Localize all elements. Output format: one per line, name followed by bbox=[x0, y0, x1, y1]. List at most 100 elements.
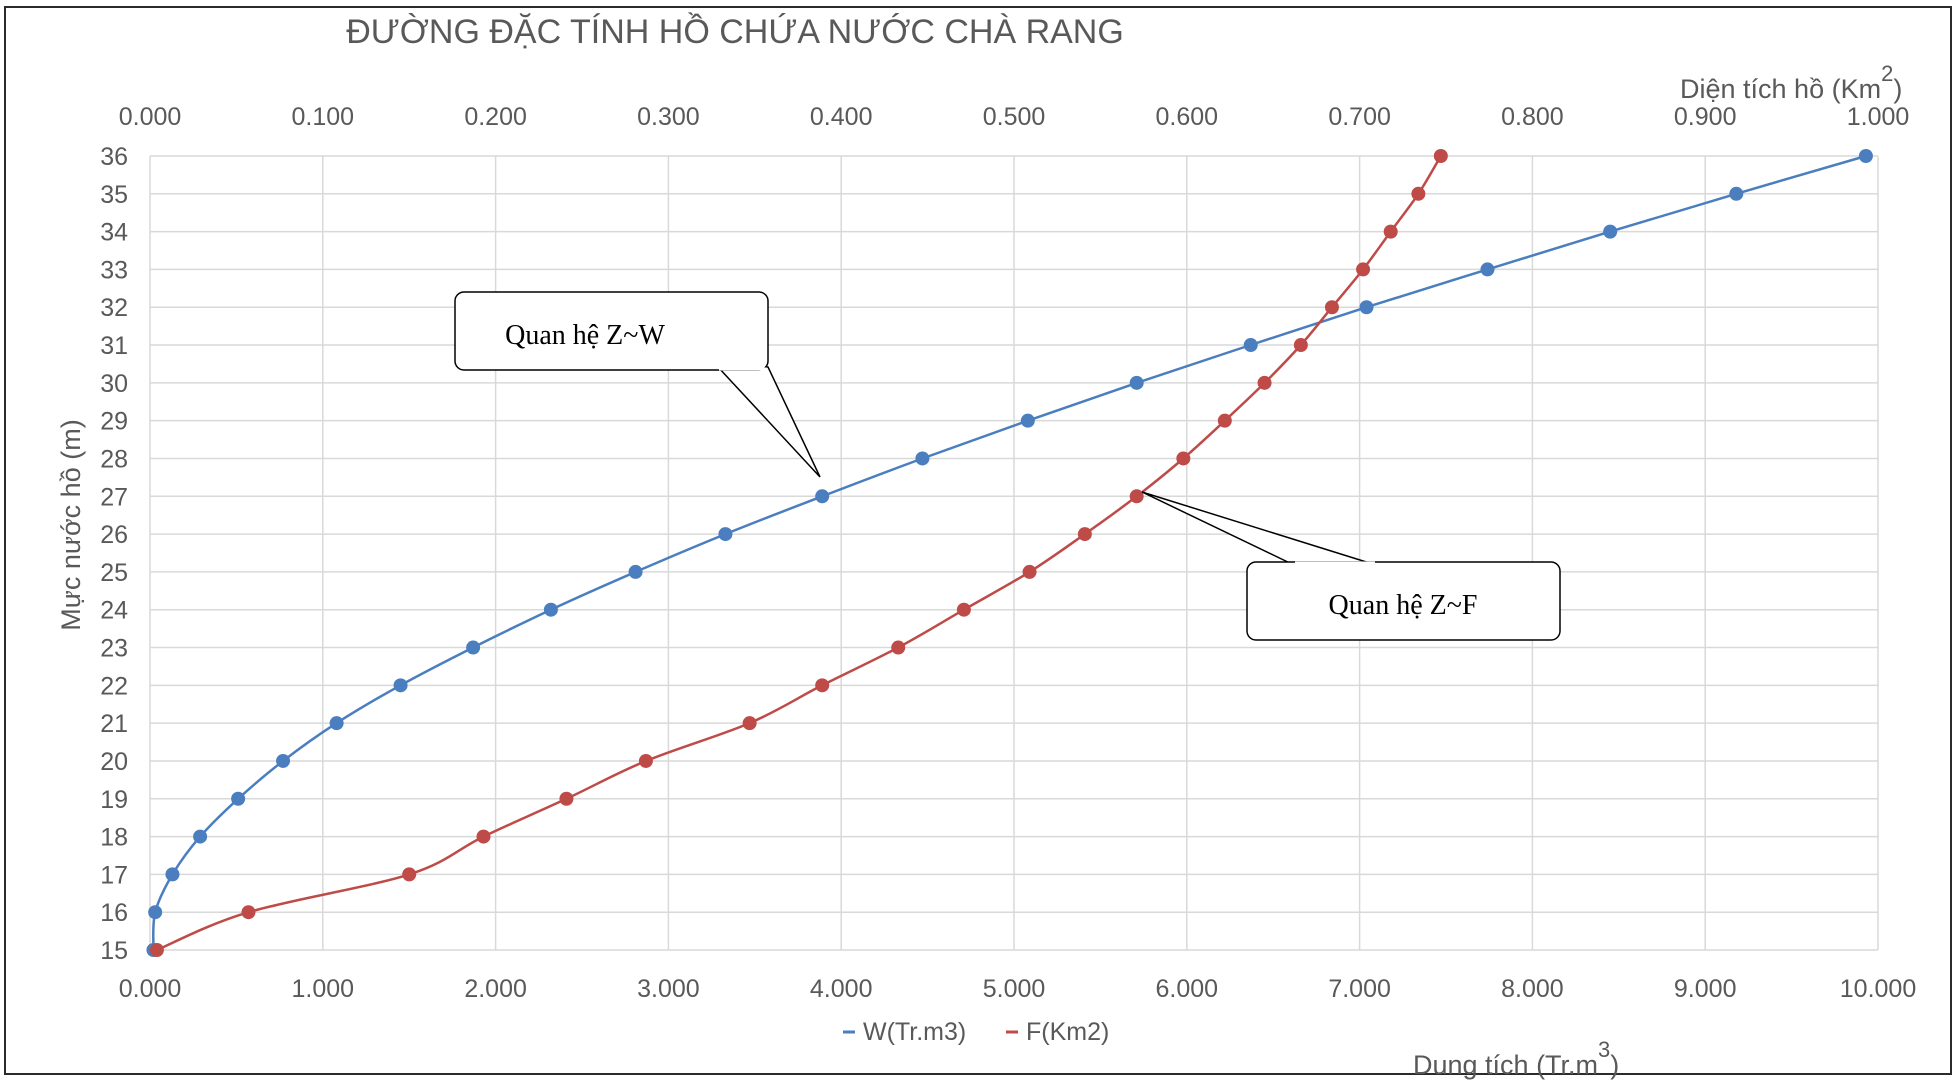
callout-z-f-box bbox=[1246, 561, 1561, 641]
series-f-point bbox=[241, 905, 256, 920]
y-tick-label: 27 bbox=[100, 483, 128, 511]
top-x-axis-title-sup: 2 bbox=[1881, 61, 1893, 86]
y-tick-label: 34 bbox=[100, 219, 128, 247]
callout-z-w-label: Quan hệ Z~W bbox=[505, 320, 665, 351]
series-w-point bbox=[329, 716, 344, 731]
series-w-point bbox=[393, 678, 408, 693]
callout-z-w: Quan hệ Z~W bbox=[454, 291, 821, 478]
top-x-axis-title-text: Diện tích hồ (Km bbox=[1680, 74, 1881, 104]
series-w-point bbox=[276, 753, 291, 768]
y-tick-label: 24 bbox=[100, 597, 128, 625]
bottom-x-tick-label: 8.000 bbox=[1501, 975, 1564, 1003]
series-f-point bbox=[559, 791, 574, 806]
series-f-point bbox=[956, 602, 971, 617]
y-tick-label: 36 bbox=[100, 143, 128, 171]
series-w-point bbox=[1129, 375, 1144, 390]
series-f-point bbox=[891, 640, 906, 655]
bottom-x-axis-title-sup: 3 bbox=[1598, 1037, 1610, 1062]
y-tick-label: 23 bbox=[100, 635, 128, 663]
series-f-point bbox=[1217, 413, 1232, 428]
series-f-line bbox=[156, 155, 1442, 952]
series-w-point bbox=[1729, 186, 1744, 201]
top-x-axis-ticks: 0.000 0.100 0.200 0.300 0.400 0.500 0.600 0.700… bbox=[119, 103, 1910, 131]
series-f-point bbox=[1356, 262, 1371, 277]
series-f-point bbox=[149, 943, 164, 957]
series-f-point bbox=[1022, 564, 1037, 579]
series-f-point bbox=[1176, 451, 1191, 466]
top-x-axis-title-close: ) bbox=[1893, 74, 1902, 104]
series-w-point bbox=[628, 564, 643, 579]
series-w-point bbox=[1480, 262, 1495, 277]
legend-f-label: F(Km2) bbox=[1026, 1018, 1109, 1046]
y-tick-label: 21 bbox=[100, 710, 128, 738]
y-tick-label: 30 bbox=[100, 370, 128, 398]
series-w-point bbox=[193, 829, 208, 844]
top-x-tick-label: 0.800 bbox=[1501, 103, 1564, 131]
bottom-x-axis-title-close: ) bbox=[1610, 1050, 1619, 1080]
series-f-point bbox=[1411, 186, 1426, 201]
series-w-point bbox=[148, 905, 163, 920]
series-f-point bbox=[476, 829, 491, 844]
bottom-x-tick-label: 6.000 bbox=[1156, 975, 1219, 1003]
bottom-x-tick-label: 5.000 bbox=[983, 975, 1046, 1003]
series-w-point bbox=[466, 640, 481, 655]
bottom-x-tick-label: 0.000 bbox=[119, 975, 182, 1003]
series-f-point bbox=[1383, 224, 1398, 239]
series-w-point bbox=[231, 791, 246, 806]
callout-z-f: Quan hệ Z~F bbox=[1141, 491, 1561, 641]
series-w-point bbox=[165, 867, 180, 882]
bottom-x-axis-ticks: 0.000 1.000 2.000 3.000 4.000 5.000 6.000 7.000… bbox=[119, 975, 1917, 1003]
top-x-tick-label: 0.600 bbox=[1156, 103, 1219, 131]
y-tick-label: 33 bbox=[100, 256, 128, 284]
legend: W(Tr.m3) F(Km2) bbox=[843, 1018, 1109, 1046]
series-w-point bbox=[1243, 338, 1258, 353]
top-x-axis-title: Diện tích hồ (Km2) bbox=[1680, 61, 1902, 104]
series-w-point bbox=[1359, 300, 1374, 315]
top-x-tick-label: 0.100 bbox=[292, 103, 355, 131]
bottom-x-tick-label: 1.000 bbox=[292, 975, 355, 1003]
y-axis-ticks: 15 16 17 18 19 20 21 22 23 24 25 26 27 28 29 30 31 32 33 34… bbox=[100, 143, 128, 965]
series-w-point bbox=[1020, 413, 1035, 428]
y-tick-label: 19 bbox=[100, 786, 128, 814]
top-x-tick-label: 0.200 bbox=[464, 103, 527, 131]
top-x-tick-label: 0.700 bbox=[1328, 103, 1391, 131]
legend-w-label: W(Tr.m3) bbox=[863, 1018, 966, 1046]
y-tick-label: 29 bbox=[100, 408, 128, 436]
bottom-x-tick-label: 4.000 bbox=[810, 975, 873, 1003]
callout-z-f-label: Quan hệ Z~F bbox=[1329, 590, 1478, 621]
y-tick-label: 18 bbox=[100, 824, 128, 852]
y-tick-label: 26 bbox=[100, 521, 128, 549]
series-f-point bbox=[1129, 489, 1144, 504]
y-tick-label: 35 bbox=[100, 181, 128, 209]
chart-frame bbox=[4, 6, 1952, 1075]
y-axis-title: Mực nước hồ (m) bbox=[56, 419, 86, 630]
series-w-line bbox=[151, 154, 1867, 951]
callout-z-w-box bbox=[454, 291, 769, 371]
bottom-x-axis-title: Dung tích (Tr.m3) bbox=[1413, 1037, 1619, 1080]
series-w-point bbox=[543, 602, 558, 617]
bottom-x-tick-label: 3.000 bbox=[637, 975, 700, 1003]
grid-layer bbox=[149, 155, 1879, 951]
series-layer bbox=[146, 149, 1873, 957]
series-w-point bbox=[915, 451, 930, 466]
series-f-point bbox=[402, 867, 417, 882]
series-w-point bbox=[1603, 224, 1618, 239]
y-tick-label: 22 bbox=[100, 672, 128, 700]
top-x-tick-label: 0.900 bbox=[1674, 103, 1737, 131]
top-x-tick-label: 0.300 bbox=[637, 103, 700, 131]
series-w-point bbox=[718, 527, 733, 542]
series-f-point bbox=[742, 716, 757, 731]
y-tick-label: 25 bbox=[100, 559, 128, 587]
y-tick-label: 32 bbox=[100, 294, 128, 322]
y-tick-label: 15 bbox=[100, 937, 128, 965]
bottom-x-tick-label: 2.000 bbox=[464, 975, 527, 1003]
series-f-point bbox=[1293, 338, 1308, 353]
series-f-point bbox=[1257, 375, 1272, 390]
y-tick-label: 28 bbox=[100, 445, 128, 473]
top-x-tick-label: 1.000 bbox=[1847, 103, 1910, 131]
series-f-point bbox=[1324, 300, 1339, 315]
series-f-point bbox=[815, 678, 830, 693]
y-tick-label: 16 bbox=[100, 899, 128, 927]
y-tick-label: 17 bbox=[100, 861, 128, 889]
